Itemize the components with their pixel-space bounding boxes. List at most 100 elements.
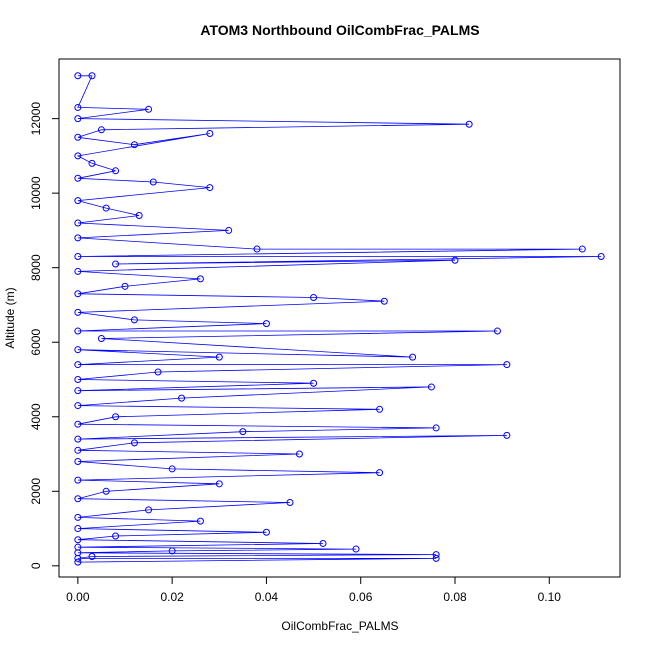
x-axis: 0.00 0.02 0.04 0.06 0.08 0.10 xyxy=(66,576,562,604)
y-tick-label: 12000 xyxy=(29,102,43,136)
data-point xyxy=(74,435,82,443)
data-point xyxy=(310,379,318,387)
data-point xyxy=(74,253,82,261)
data-point xyxy=(225,226,233,234)
data-point xyxy=(380,297,388,305)
data-point xyxy=(465,120,473,128)
data-point xyxy=(102,204,110,212)
data-point xyxy=(74,525,82,533)
data-point xyxy=(74,133,82,141)
data-point xyxy=(74,152,82,160)
data-point xyxy=(503,361,511,369)
y-axis: 0 2000 4000 6000 8000 10000 12000 xyxy=(29,102,60,569)
data-point xyxy=(74,495,82,503)
data-point xyxy=(135,212,143,220)
data-point xyxy=(74,375,82,383)
data-point xyxy=(432,554,440,562)
series-line xyxy=(76,75,602,563)
data-point xyxy=(578,245,586,253)
data-point xyxy=(432,424,440,432)
data-point xyxy=(286,498,294,506)
data-point xyxy=(262,528,270,536)
data-point xyxy=(97,334,105,342)
data-point xyxy=(74,197,82,205)
data-point xyxy=(121,282,129,290)
data-point xyxy=(149,178,157,186)
x-tick-label: 0.08 xyxy=(443,590,467,604)
data-point xyxy=(145,506,153,514)
data-point xyxy=(310,294,318,302)
data-point xyxy=(376,469,384,477)
data-point xyxy=(74,234,82,242)
x-tick-label: 0.02 xyxy=(160,590,184,604)
x-axis-label: OilCombFrac_PALMS xyxy=(281,619,398,633)
data-point xyxy=(451,256,459,264)
data-point xyxy=(130,141,138,149)
data-point xyxy=(102,487,110,495)
data-point xyxy=(74,327,82,335)
data-point xyxy=(74,402,82,410)
data-point xyxy=(74,308,82,316)
y-tick-label: 2000 xyxy=(29,478,43,505)
data-point xyxy=(74,346,82,354)
data-point xyxy=(74,174,82,182)
data-point xyxy=(74,103,82,111)
data-point xyxy=(88,72,96,80)
y-tick-label: 10000 xyxy=(29,176,43,210)
data-point xyxy=(168,465,176,473)
data-point xyxy=(352,545,360,553)
data-point xyxy=(215,353,223,361)
data-point xyxy=(88,553,96,561)
x-tick-label: 0.10 xyxy=(538,590,562,604)
data-point xyxy=(154,368,162,376)
data-point xyxy=(493,327,501,335)
data-point xyxy=(145,105,153,113)
data-point xyxy=(74,361,82,369)
data-point xyxy=(130,316,138,324)
data-point xyxy=(88,159,96,167)
data-point xyxy=(74,558,82,566)
data-point xyxy=(112,167,120,175)
data-point xyxy=(376,405,384,413)
data-point xyxy=(206,184,214,192)
data-point xyxy=(206,130,214,138)
data-point xyxy=(74,420,82,428)
y-tick-label: 4000 xyxy=(29,403,43,430)
x-tick-label: 0.04 xyxy=(255,590,279,604)
chart-title: ATOM3 Northbound OilCombFrac_PALMS xyxy=(200,22,479,38)
data-point xyxy=(74,72,82,80)
data-point xyxy=(112,260,120,268)
data-point xyxy=(432,551,440,559)
data-point xyxy=(168,547,176,555)
data-point xyxy=(409,353,417,361)
data-point xyxy=(74,457,82,465)
data-point xyxy=(112,532,120,540)
data-point xyxy=(112,413,120,421)
data-point xyxy=(74,219,82,227)
data-point xyxy=(503,431,511,439)
data-point xyxy=(74,554,82,562)
y-tick-label: 8000 xyxy=(29,254,43,281)
plot-frame xyxy=(58,58,621,578)
data-point xyxy=(215,480,223,488)
data-point xyxy=(239,428,247,436)
x-tick-label: 0.06 xyxy=(349,590,373,604)
data-point xyxy=(74,446,82,454)
data-point xyxy=(130,439,138,447)
y-axis-label: Altitude (m) xyxy=(3,287,17,348)
data-point xyxy=(196,275,204,283)
data-point xyxy=(427,383,435,391)
y-tick-label: 0 xyxy=(29,562,43,569)
data-point xyxy=(597,253,605,261)
data-point xyxy=(74,513,82,521)
data-point xyxy=(74,476,82,484)
data-point xyxy=(295,450,303,458)
data-point xyxy=(97,126,105,134)
data-point xyxy=(74,267,82,275)
data-point xyxy=(74,536,82,544)
data-point xyxy=(196,517,204,525)
y-tick-label: 6000 xyxy=(29,329,43,356)
data-point xyxy=(319,539,327,547)
data-point xyxy=(178,394,186,402)
